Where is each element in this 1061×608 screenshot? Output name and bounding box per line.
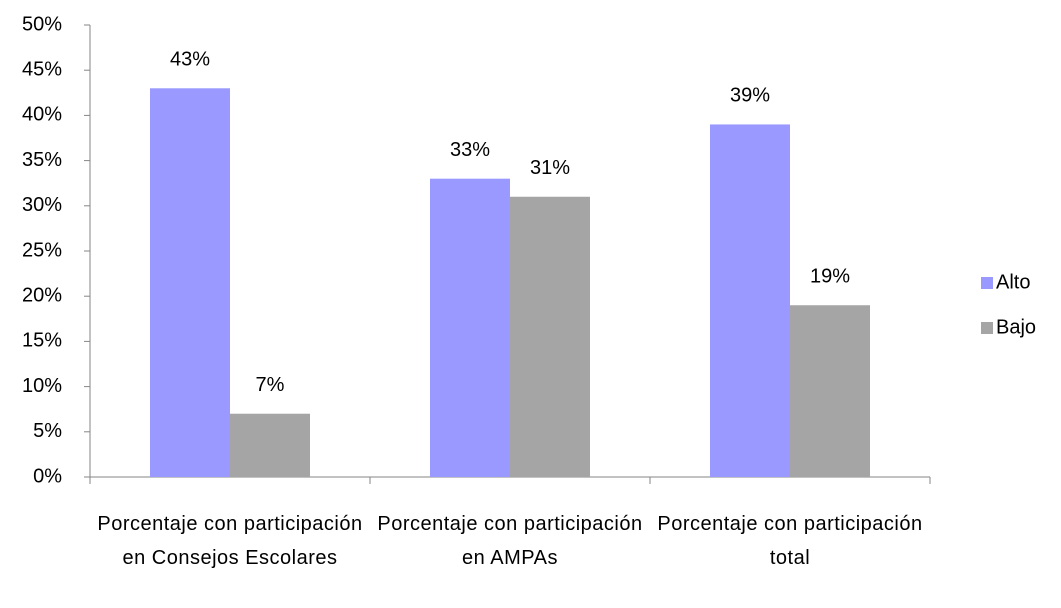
data-label: 33% — [450, 139, 490, 161]
y-tick-label: 30% — [22, 194, 62, 216]
x-tick-label: Porcentaje con participación total — [657, 513, 923, 569]
bar — [230, 413, 310, 477]
y-tick-label: 5% — [33, 420, 62, 442]
bar — [150, 88, 230, 477]
data-label: 19% — [810, 266, 850, 288]
bar — [790, 305, 870, 477]
y-tick-label: 0% — [33, 465, 62, 487]
y-tick-label: 45% — [22, 58, 62, 80]
bar — [430, 178, 510, 477]
x-tick-label: Porcentaje con participación en Consejos… — [97, 513, 363, 569]
x-tick-label: Porcentaje con participación en AMPAs — [377, 513, 643, 569]
y-tick-label: 25% — [22, 239, 62, 261]
legend-label: Bajo — [996, 316, 1036, 338]
legend-swatch — [981, 322, 993, 334]
y-tick-label: 20% — [22, 284, 62, 306]
y-tick-label: 15% — [22, 330, 62, 352]
legend-swatch — [981, 277, 993, 289]
data-label: 31% — [530, 157, 570, 179]
bar — [510, 196, 590, 477]
y-tick-label: 35% — [22, 149, 62, 171]
legend-label: Alto — [996, 271, 1030, 293]
y-tick-label: 50% — [22, 13, 62, 35]
y-tick-label: 40% — [22, 104, 62, 126]
data-label: 7% — [256, 374, 285, 396]
data-label: 43% — [170, 49, 210, 71]
y-tick-label: 10% — [22, 375, 62, 397]
bar — [710, 124, 790, 477]
data-label: 39% — [730, 85, 770, 107]
